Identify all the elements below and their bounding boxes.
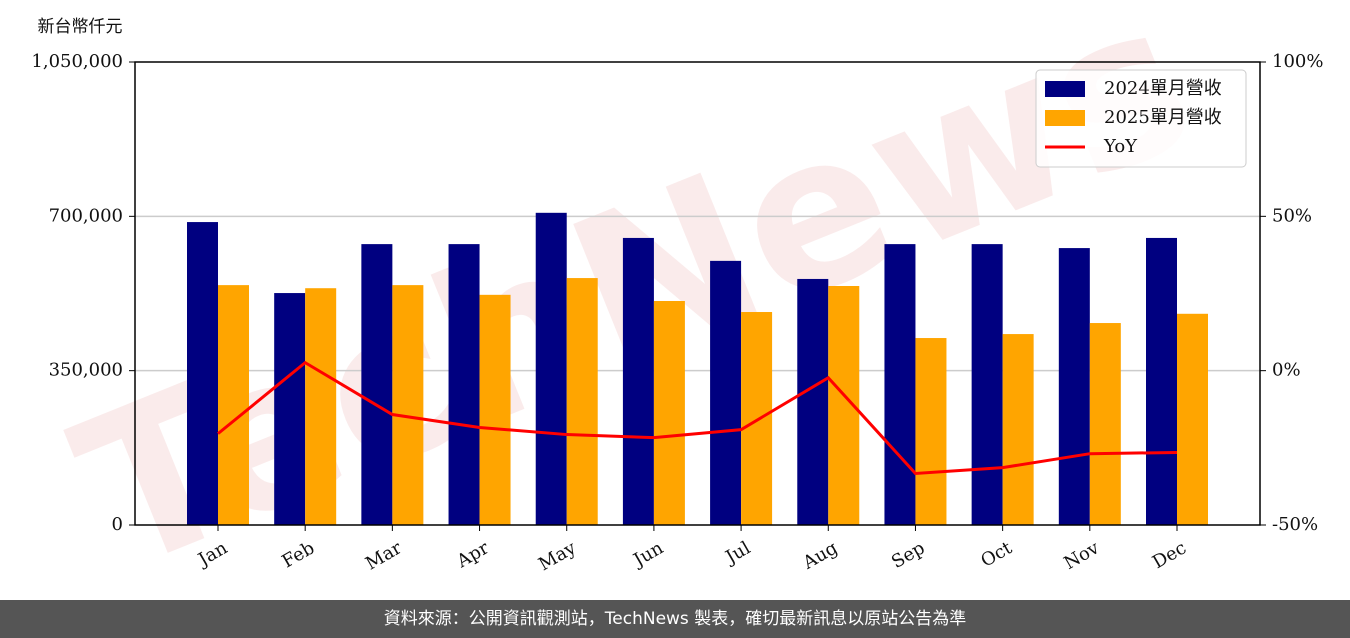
x-tick-label: Jun [628,537,667,572]
legend-box [1035,69,1247,168]
bar [741,312,773,525]
y-tick-label: 1,050,000 [31,51,123,72]
x-tick-label: Apr [452,537,492,572]
x-tick-label: Aug [799,537,842,574]
bar [622,237,654,525]
bar [1146,237,1177,525]
chart: 新台幣仟元 TechNews0350,000700,0001,050,000-5… [31,0,1323,600]
y-tick-label: 700,000 [49,205,123,226]
bar [218,285,249,525]
bar [392,285,424,525]
bar [305,288,337,525]
bar [971,244,1003,525]
bar [187,222,218,525]
bar [1089,323,1121,525]
line [217,360,1178,475]
bar [479,294,511,525]
x-tick-label: Sep [888,537,928,572]
bar [361,244,393,525]
footer: 資料來源：公開資訊觀測站，TechNews 製表，確切最新訊息以原站公告為準 [0,600,1350,638]
legend-label: 2024單月營收 [1104,78,1222,99]
bar [710,260,742,525]
x-tick-label: Nov [1060,537,1103,574]
x-tick-label: Mar [362,537,406,574]
y-axis-unit: 新台幣仟元 [38,17,123,37]
x-tick-label: Oct [977,537,1016,572]
legend-label: 2025單月營收 [1104,107,1222,128]
legend-swatch [1045,81,1085,97]
bar [1058,248,1090,525]
legend-label: YoY [1103,136,1138,157]
bar [884,244,916,525]
y2-tick-label: 50% [1272,205,1312,226]
x-tick-label: May [535,537,580,575]
bar [448,244,480,525]
y-tick-label: 0 [112,514,123,535]
plot-frame [134,61,1261,526]
x-tick-label: Dec [1149,537,1190,573]
bar [653,300,685,525]
y2-tick-label: 100% [1272,51,1323,72]
bar [1177,313,1208,525]
bar [566,278,598,525]
y-tick-label: 350,000 [49,360,123,381]
bar [535,212,567,525]
bar [915,338,947,525]
bar [797,278,829,525]
bar [274,293,306,525]
x-tick-label: Jul [721,537,755,569]
y2-tick-label: -50% [1272,514,1318,535]
bar [1002,334,1034,525]
y2-tick-label: 0% [1272,360,1301,381]
legend-swatch [1045,110,1085,126]
